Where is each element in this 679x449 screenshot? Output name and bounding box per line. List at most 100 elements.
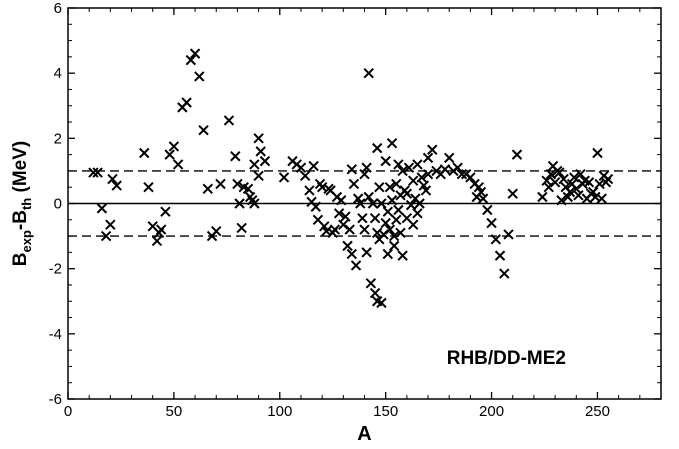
data-point <box>361 162 372 173</box>
y-tick-label: -2 <box>49 261 62 278</box>
data-point <box>444 152 455 164</box>
data-point <box>490 234 502 245</box>
data-point <box>507 188 518 199</box>
data-point <box>414 198 425 209</box>
data-point <box>232 178 243 190</box>
data-point <box>143 182 154 193</box>
data-point <box>194 71 205 82</box>
data-point <box>583 177 595 188</box>
data-point <box>329 224 341 235</box>
data-point <box>369 212 381 224</box>
tick-labels: 0 50 100 150 200 250 -6 -4 -2 0 2 4 6 <box>49 0 610 420</box>
data-point <box>316 182 328 193</box>
data-point <box>596 193 607 204</box>
x-tick-label: 250 <box>585 403 610 420</box>
data-point <box>346 248 358 260</box>
x-tick-label: 200 <box>479 403 504 420</box>
data-point <box>408 219 419 230</box>
data-point <box>556 195 567 206</box>
plot-frame <box>67 7 662 400</box>
data-point <box>382 248 394 260</box>
data-point <box>359 224 370 235</box>
data-point <box>346 164 358 175</box>
data-point <box>564 186 576 198</box>
data-point <box>499 268 510 279</box>
data-point <box>408 175 419 186</box>
data-point <box>342 240 353 252</box>
x-tick-label: 100 <box>267 403 292 420</box>
data-point <box>412 208 423 219</box>
data-point <box>503 229 514 240</box>
data-point <box>310 201 321 212</box>
data-point <box>397 250 408 261</box>
data-point <box>92 167 103 178</box>
data-point <box>338 219 349 230</box>
data-point <box>304 185 315 196</box>
data-point <box>573 190 584 201</box>
data-point <box>549 177 561 188</box>
data-point <box>168 141 180 152</box>
data-point <box>376 198 387 209</box>
data-point <box>371 142 383 154</box>
y-tick-label: -4 <box>49 326 62 343</box>
y-tick-label: 4 <box>54 65 62 82</box>
data-point <box>427 144 438 155</box>
y-tick-label: 6 <box>54 0 62 17</box>
y-tick-label: 0 <box>54 196 62 213</box>
y-tick-label: -6 <box>49 391 62 408</box>
data-point <box>465 172 476 183</box>
data-point <box>189 48 201 59</box>
data-points <box>88 48 614 309</box>
data-point <box>164 149 175 160</box>
y-axis-title-sub2: th <box>19 198 34 210</box>
data-point <box>348 178 360 190</box>
data-point <box>249 198 260 209</box>
data-point <box>374 182 385 193</box>
data-point <box>299 170 311 182</box>
data-point <box>365 278 377 289</box>
data-point <box>96 203 108 214</box>
data-point <box>386 138 398 149</box>
data-point <box>537 191 548 203</box>
data-point <box>571 183 582 195</box>
data-point <box>592 147 603 159</box>
y-axis-title-main: B <box>10 253 31 267</box>
data-point <box>357 212 368 224</box>
data-point <box>259 155 271 167</box>
data-point <box>380 217 391 229</box>
data-point <box>558 173 569 185</box>
data-point <box>384 224 396 235</box>
data-point <box>380 155 391 167</box>
data-point <box>456 168 468 180</box>
x-tick-label: 50 <box>166 403 183 420</box>
data-point <box>416 172 427 183</box>
data-point <box>382 206 394 217</box>
data-point <box>253 170 264 182</box>
data-point <box>105 219 116 230</box>
data-point <box>255 146 266 157</box>
data-point <box>482 204 493 216</box>
data-point <box>160 206 171 217</box>
data-point <box>253 133 264 144</box>
data-point <box>422 152 434 164</box>
model-annotation: RHB/DD-ME2 <box>447 348 566 369</box>
data-point <box>215 178 226 190</box>
data-point <box>452 162 463 173</box>
data-point <box>308 160 319 172</box>
data-point <box>545 168 557 180</box>
data-point <box>568 172 580 183</box>
data-point <box>202 183 213 195</box>
data-point <box>541 175 552 186</box>
data-point <box>393 159 404 170</box>
data-point <box>181 97 192 108</box>
data-point <box>391 214 402 225</box>
data-point <box>151 235 163 247</box>
data-point <box>367 198 379 209</box>
data-point <box>359 168 370 180</box>
data-point <box>172 159 184 170</box>
data-point <box>403 162 415 173</box>
data-point <box>376 297 387 309</box>
data-point <box>393 204 404 216</box>
data-point <box>236 222 247 234</box>
